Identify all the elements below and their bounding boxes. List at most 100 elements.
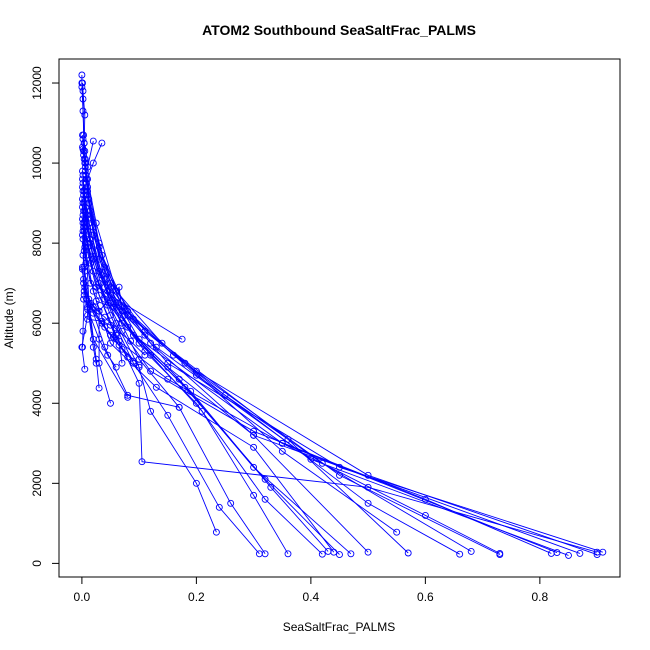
data-point — [124, 393, 132, 401]
data-point — [92, 359, 100, 367]
data-point — [98, 319, 106, 327]
data-point — [89, 287, 97, 295]
data-point — [141, 351, 149, 359]
data-point — [175, 403, 183, 411]
data-point — [164, 411, 172, 419]
data-point — [250, 431, 258, 439]
data-point — [92, 219, 100, 227]
data-point — [115, 283, 123, 291]
data-point — [593, 551, 601, 559]
profile-line — [96, 300, 146, 336]
data-point — [79, 343, 86, 351]
data-point — [81, 111, 89, 119]
data-point — [364, 548, 372, 556]
data-point — [84, 163, 92, 171]
profile-38 — [84, 315, 126, 367]
data-point — [84, 315, 92, 323]
data-point — [79, 171, 87, 179]
y-tick-label: 12000 — [30, 66, 44, 100]
data-point — [141, 327, 149, 335]
data-point — [212, 528, 220, 536]
data-point — [318, 459, 326, 467]
x-axis-label: SeaSaltFrac_PALMS — [283, 620, 396, 634]
data-point — [267, 483, 275, 491]
data-point — [95, 291, 103, 299]
profile-line — [82, 215, 501, 554]
profile-line — [82, 207, 598, 553]
data-point — [78, 71, 86, 79]
data-point — [175, 375, 183, 383]
data-point — [79, 251, 87, 259]
data-point — [593, 548, 601, 556]
profile-18 — [79, 195, 263, 558]
data-series — [78, 71, 607, 559]
data-point — [255, 550, 263, 558]
profile-line — [82, 82, 603, 553]
data-point — [164, 375, 172, 383]
data-point — [79, 135, 87, 143]
data-point — [178, 335, 186, 343]
data-point — [227, 499, 235, 507]
data-point — [147, 407, 155, 415]
y-tick-label: 6000 — [30, 310, 44, 337]
data-point — [104, 301, 112, 309]
data-point — [284, 435, 292, 443]
data-point — [112, 363, 120, 371]
data-point — [118, 359, 126, 367]
data-point — [104, 351, 112, 359]
data-point — [198, 407, 206, 415]
data-point — [81, 365, 89, 373]
profile-1 — [78, 71, 584, 557]
data-point — [192, 479, 200, 487]
profile-line — [81, 255, 89, 370]
data-point — [98, 251, 106, 259]
profile-line — [83, 211, 552, 554]
data-point — [278, 447, 286, 455]
data-point — [79, 219, 87, 227]
data-point — [141, 331, 149, 339]
data-point — [80, 295, 88, 303]
data-point — [421, 511, 429, 519]
data-point — [135, 379, 143, 387]
profile-line — [82, 139, 569, 556]
y-axis-label: Altitude (m) — [2, 287, 16, 348]
data-point — [364, 499, 372, 507]
data-point — [547, 549, 555, 557]
profile-11 — [79, 167, 372, 556]
data-point — [81, 215, 89, 223]
data-point — [92, 297, 100, 305]
data-point — [81, 283, 89, 291]
profile-14 — [79, 179, 332, 555]
data-point — [278, 439, 286, 447]
data-point — [261, 475, 269, 483]
y-tick-label: 4000 — [30, 390, 44, 417]
data-point — [79, 227, 87, 235]
y-tick-label: 10000 — [30, 146, 44, 180]
data-point — [79, 195, 86, 203]
data-point — [124, 391, 132, 399]
y-tick-label: 8000 — [30, 229, 44, 256]
data-point — [98, 317, 106, 325]
data-point — [79, 231, 86, 239]
data-point — [80, 279, 88, 287]
data-point — [250, 443, 258, 451]
profile-line — [82, 179, 340, 555]
data-point — [284, 550, 292, 558]
profile-23 — [79, 215, 338, 556]
data-point — [330, 548, 338, 556]
data-point — [336, 551, 343, 559]
data-point — [129, 357, 137, 365]
profile-line — [82, 219, 335, 553]
data-point — [135, 361, 143, 369]
profile-6 — [79, 143, 504, 559]
data-point — [127, 337, 135, 345]
data-point — [79, 327, 87, 335]
profile-line — [87, 318, 123, 364]
data-point — [82, 259, 90, 267]
data-point — [181, 359, 189, 367]
y-tick-label: 2000 — [30, 470, 44, 497]
profile-28 — [79, 235, 103, 392]
data-point — [565, 551, 572, 559]
data-point — [79, 215, 86, 223]
